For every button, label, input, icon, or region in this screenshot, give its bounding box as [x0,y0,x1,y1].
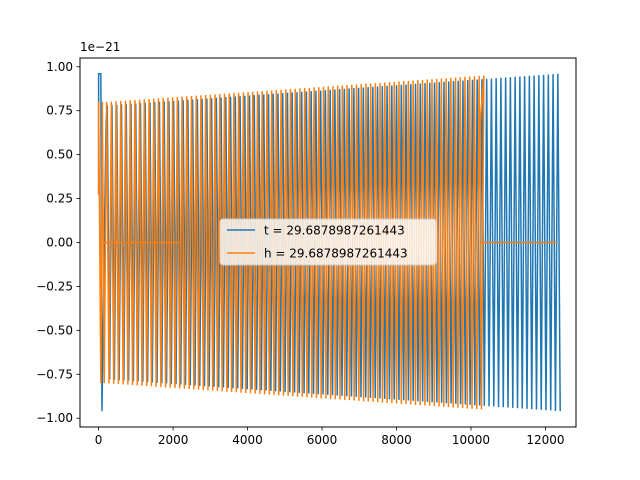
y-tick-label-3: 0.25 [46,192,73,206]
y-tick-label-1: 0.75 [46,104,73,118]
y-tick-label-8: −1.00 [36,411,73,425]
x-tick-label-4000: 4000 [232,433,263,447]
x-tick-label-2000: 2000 [158,433,189,447]
x-tick-label-0: 0 [95,433,103,447]
y-tick-label-5: −0.25 [36,279,73,293]
y-axis: 1.00 0.75 0.50 0.25 0.00 −0.25 −0.50 −0.75 −1.00 [36,60,80,425]
legend-label-t: t = 29.6878987261443 [264,224,405,238]
y-tick-label-7: −0.75 [36,367,73,381]
x-tick-label-10000: 10000 [452,433,490,447]
y-tick-label-4: 0.00 [46,236,73,250]
x-tick-label-8000: 8000 [381,433,412,447]
y-tick-label-0: 1.00 [46,60,73,74]
x-tick-label-12000: 12000 [526,433,564,447]
x-axis: 0 2000 4000 6000 8000 10000 12000 [95,427,565,447]
legend-label-h: h = 29.6878987261443 [264,247,408,261]
x-tick-label-6000: 6000 [307,433,338,447]
legend: t = 29.6878987261443 h = 29.687898726144… [219,218,437,266]
y-offset-text: 1e−21 [80,40,120,54]
y-tick-label-2: 0.50 [46,148,73,162]
y-tick-label-6: −0.50 [36,323,73,337]
legend-box [219,218,437,266]
